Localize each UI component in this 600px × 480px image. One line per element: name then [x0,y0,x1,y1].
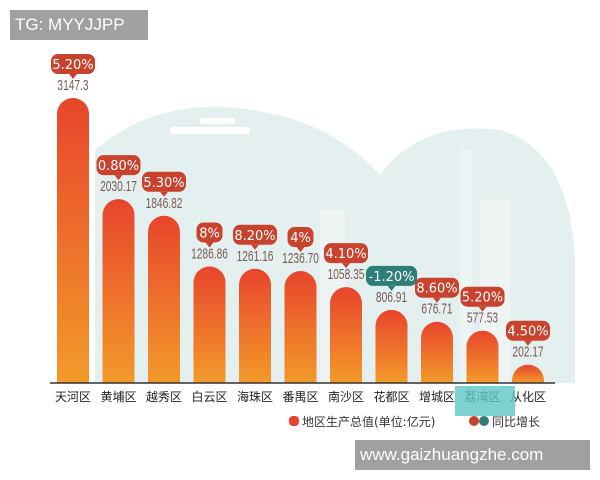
growth-label: 8.60% [416,282,457,297]
bar [421,321,453,383]
growth-label: 4% [290,231,311,246]
category-label: 从化区 [510,390,546,404]
growth-bubble-pointer [205,242,214,248]
growth-bubble [287,227,314,248]
legend-label-gdp: 地区生产总值(单位:亿元) [302,414,435,429]
newspaper-logo [455,386,515,416]
growth-bubble-pointer [478,306,487,312]
category-label: 白云区 [191,389,227,404]
growth-bubble [324,243,368,264]
bar [193,266,226,383]
growth-label: 8% [199,226,220,241]
growth-bubble [51,54,95,74]
growth-label: 4.50% [507,325,548,340]
growth-label: 0.80% [98,159,139,174]
growth-label: 5.20% [52,58,93,73]
category-label: 番禺区 [282,390,318,404]
legend-swatch-gdp [289,416,299,426]
growth-bubble [142,171,186,192]
bar [284,271,317,383]
growth-label: 8.20% [234,229,275,244]
category-label: 南沙区 [328,389,364,404]
value-label: 1846.82 [146,194,183,212]
legend-swatch-growth-negative [479,416,489,426]
growth-label: -1.20% [369,270,415,285]
legend-label-growth: 同比增长 [492,415,540,429]
bar [148,215,180,383]
growth-bubble-pointer [524,340,532,346]
growth-bubble [196,222,223,243]
growth-bubble [415,277,459,298]
growth-label: 4.10% [325,247,366,262]
value-label: 3147.3 [57,76,88,94]
bar [57,98,89,383]
watermark-top: TG: MYYJJPP [10,10,148,40]
bar [375,309,408,383]
growth-bubble-pointer [387,285,396,291]
category-label: 增城区 [419,390,455,404]
category-label: 黄埔区 [100,390,136,404]
growth-bubble [96,155,141,176]
growth-bubble-pointer [342,263,350,269]
growth-bubble [233,224,277,245]
value-label: 1286.86 [191,244,228,262]
growth-bubble [365,265,418,286]
bar [512,364,544,383]
category-label: 花都区 [373,389,409,404]
legend-swatch-growth-positive [469,416,479,426]
value-label: 1236.70 [282,249,319,267]
category-label: 越秀区 [146,390,182,404]
value-label: 577.53 [467,309,498,327]
category-label: 天河区 [55,390,91,404]
category-label: 海珠区 [237,389,273,404]
value-label: 202.17 [512,343,543,361]
growth-bubble-pointer [160,191,168,197]
value-label: 2030.17 [100,177,137,195]
growth-bubble [506,320,550,341]
growth-bubble-pointer [251,244,259,250]
growth-bubble-pointer [296,247,305,253]
bar [102,199,135,383]
bar [330,287,362,383]
value-label: 1058.35 [328,265,365,283]
legend: 地区生产总值(单位:亿元) 同比增长 [289,414,540,429]
growth-bubble-pointer [114,175,123,181]
value-label: 806.91 [376,288,407,306]
bar [466,330,499,383]
growth-bubble-pointer [433,297,441,303]
growth-bubble [460,286,505,307]
value-label: 676.71 [421,300,452,318]
watermark-bottom: www.gaizhuangzhe.com [355,440,590,470]
growth-label: 5.20% [462,291,503,306]
bar [239,268,271,383]
value-label: 1261.16 [237,247,274,265]
growth-label: 5.30% [143,176,184,191]
growth-bubble-pointer [69,74,77,79]
